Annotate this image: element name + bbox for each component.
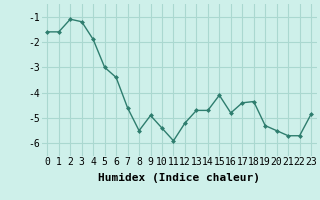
X-axis label: Humidex (Indice chaleur): Humidex (Indice chaleur) (98, 173, 260, 183)
